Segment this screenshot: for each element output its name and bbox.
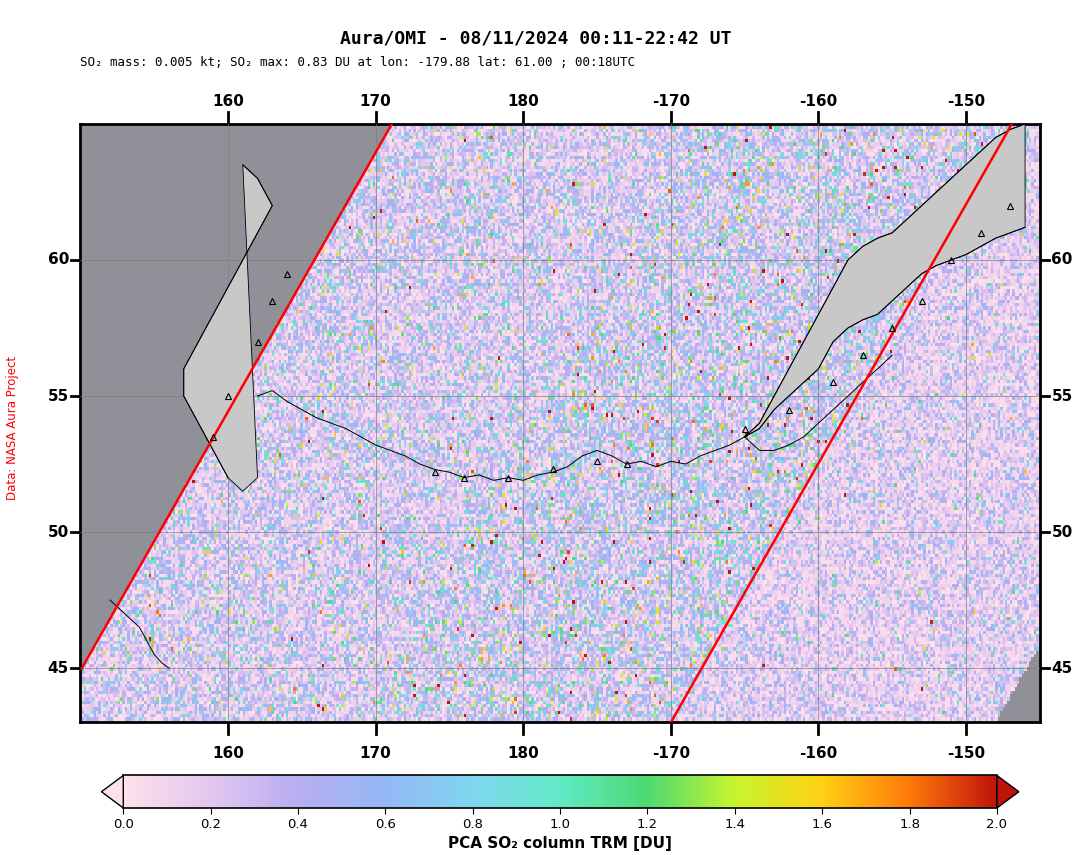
Text: 45: 45 (47, 661, 69, 675)
Polygon shape (997, 775, 1018, 808)
X-axis label: PCA SO₂ column TRM [DU]: PCA SO₂ column TRM [DU] (448, 835, 672, 851)
Text: 50: 50 (1052, 525, 1072, 540)
Text: 180: 180 (507, 746, 539, 762)
Text: 170: 170 (360, 94, 391, 109)
Text: 50: 50 (47, 525, 69, 540)
Text: -160: -160 (800, 94, 837, 109)
Polygon shape (183, 165, 272, 492)
Text: 170: 170 (360, 746, 391, 762)
Text: 180: 180 (507, 94, 539, 109)
Text: -170: -170 (652, 94, 690, 109)
Text: 55: 55 (1052, 388, 1072, 404)
Text: 160: 160 (212, 94, 244, 109)
Text: -150: -150 (947, 94, 985, 109)
Text: -170: -170 (652, 746, 690, 762)
Text: 45: 45 (1052, 661, 1072, 675)
Text: 60: 60 (1052, 252, 1072, 268)
Text: 55: 55 (47, 388, 69, 404)
Text: SO₂ mass: 0.005 kt; SO₂ max: 0.83 DU at lon: -179.88 lat: 61.00 ; 00:18UTC: SO₂ mass: 0.005 kt; SO₂ max: 0.83 DU at … (80, 56, 636, 68)
Polygon shape (745, 124, 1025, 437)
Text: -150: -150 (947, 746, 985, 762)
Text: 160: 160 (212, 746, 244, 762)
Text: 60: 60 (47, 252, 69, 268)
Polygon shape (102, 775, 123, 808)
Text: Data: NASA Aura Project: Data: NASA Aura Project (6, 356, 19, 499)
Text: -160: -160 (800, 746, 837, 762)
Text: Aura/OMI - 08/11/2024 00:11-22:42 UT: Aura/OMI - 08/11/2024 00:11-22:42 UT (340, 30, 732, 48)
